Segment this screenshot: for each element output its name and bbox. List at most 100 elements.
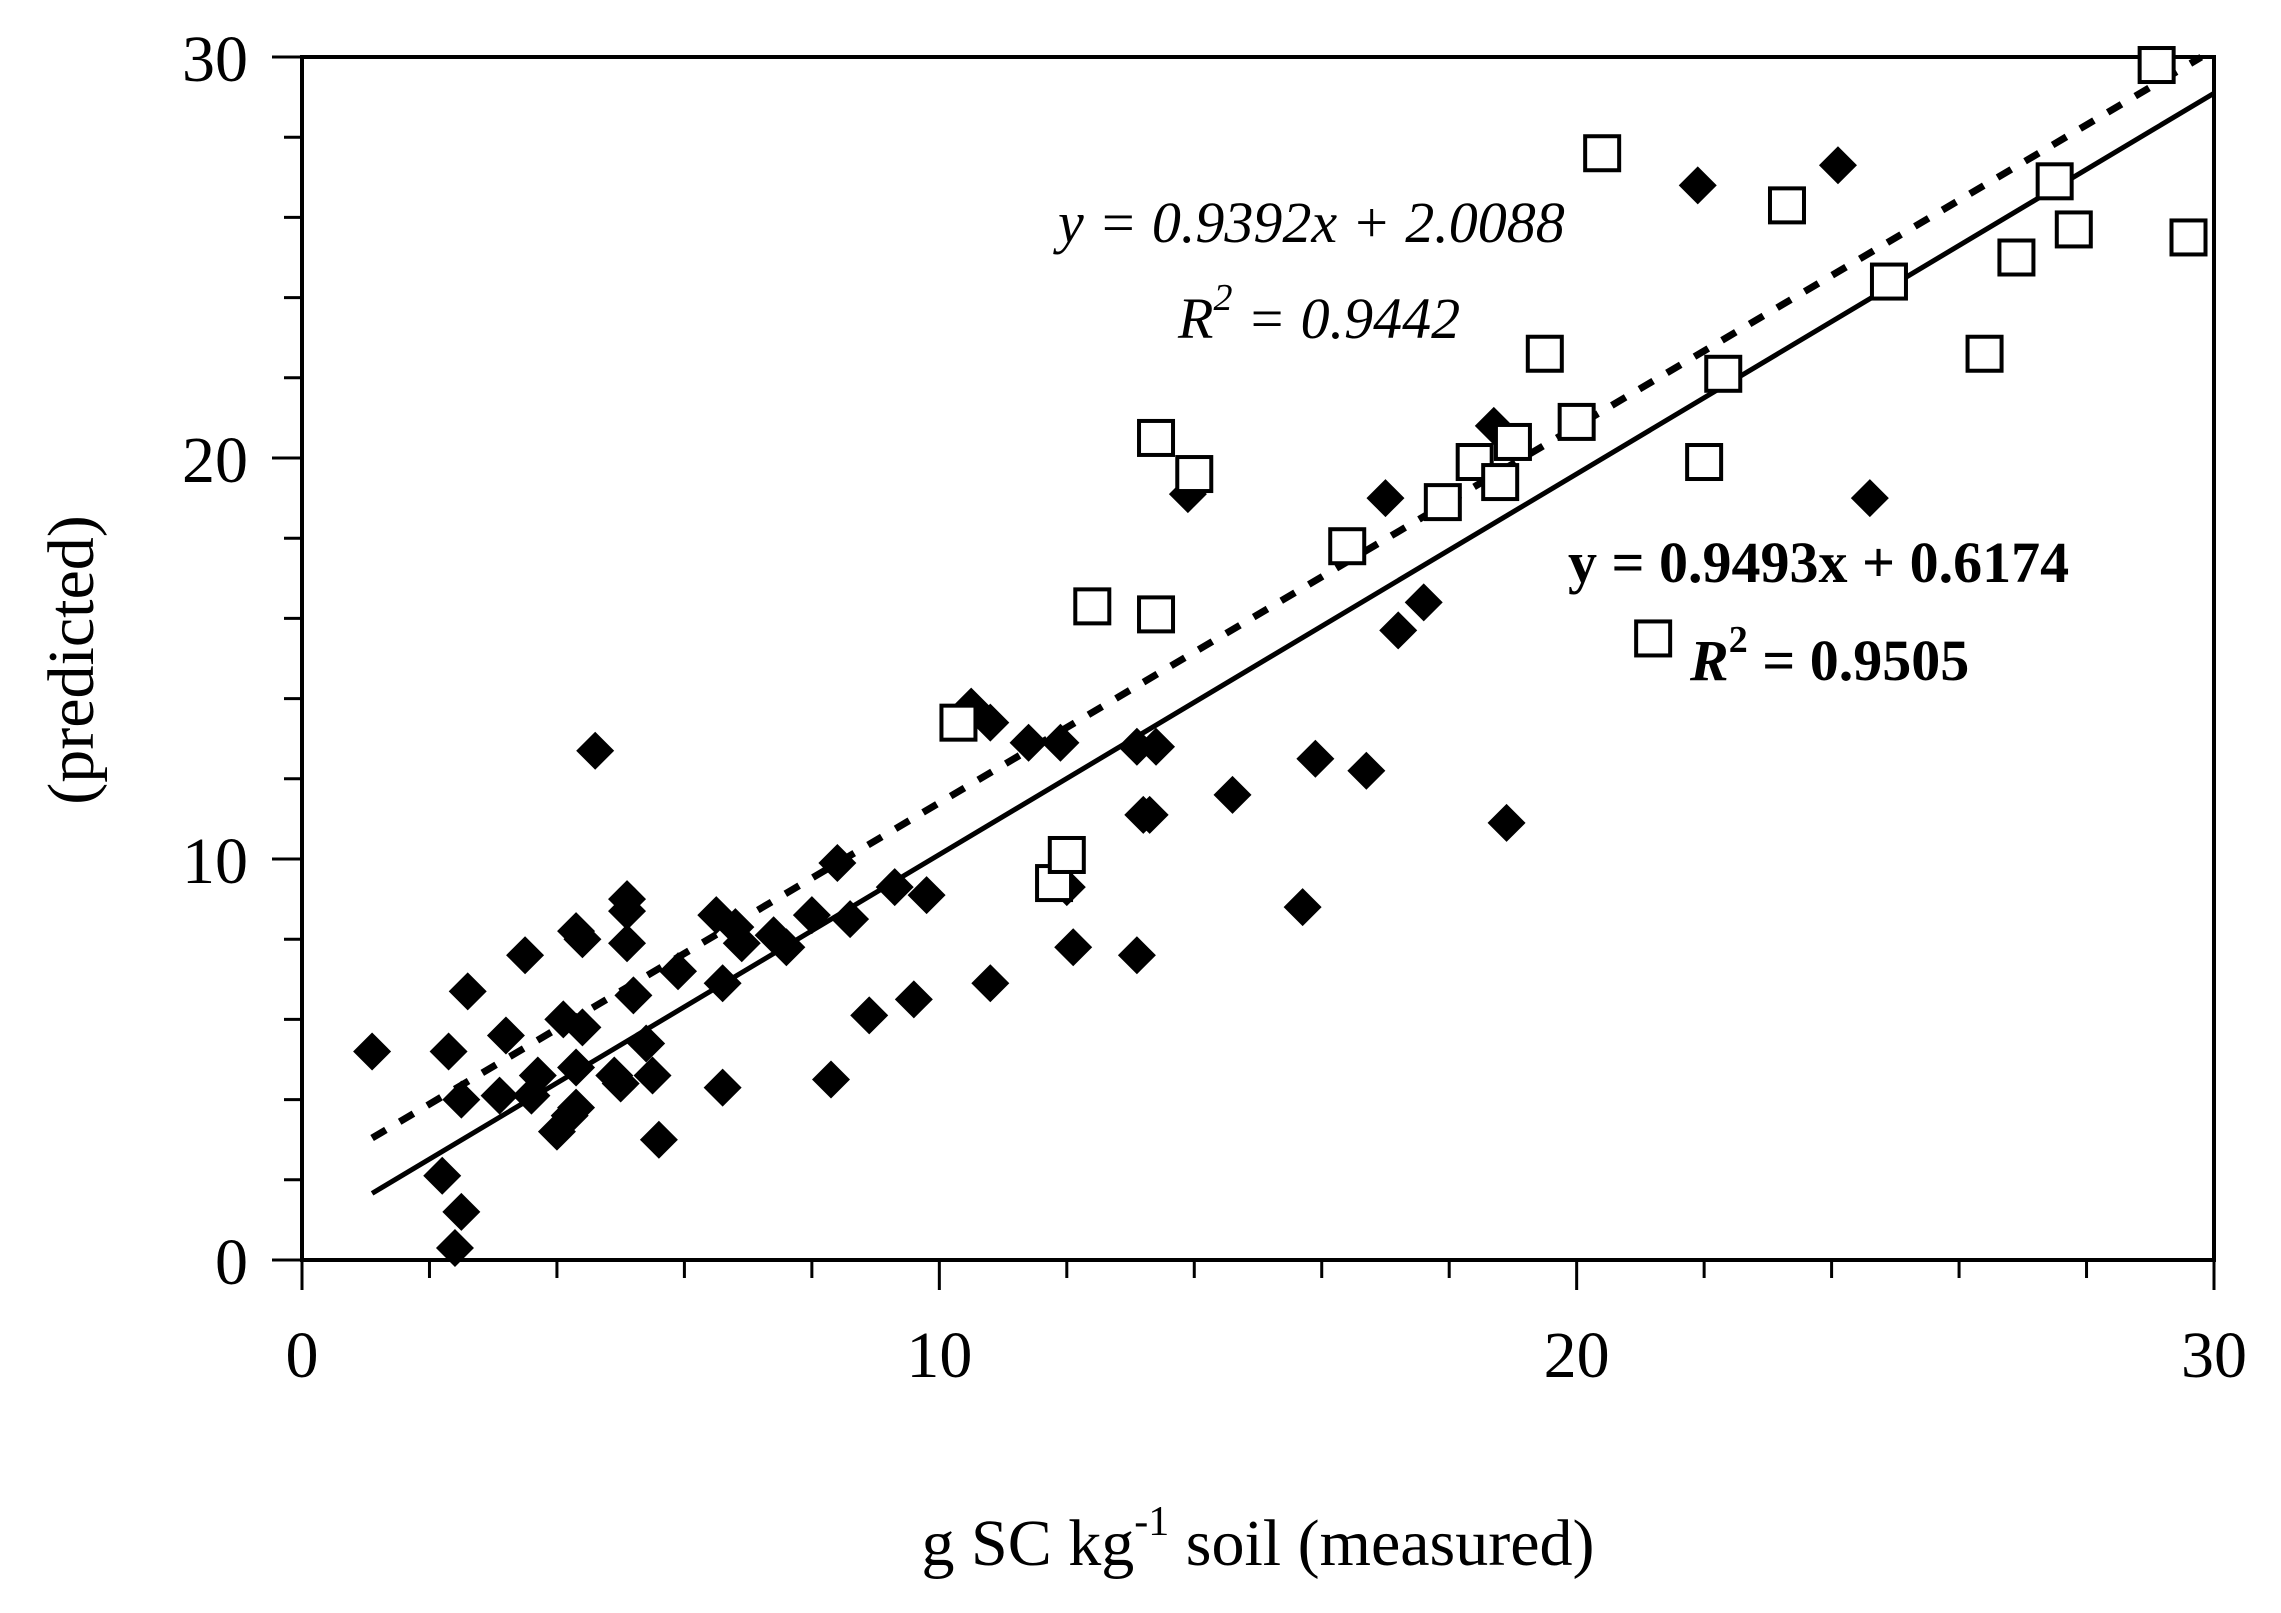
- diamond-point: [703, 1068, 742, 1107]
- square-point: [1704, 354, 1743, 393]
- diamond-point: [639, 1120, 678, 1159]
- dashed-fit-r-squared: R2 = 0.9442: [1177, 277, 1460, 351]
- square-point: [1525, 334, 1564, 373]
- diamond-point: [608, 880, 647, 919]
- diamond-point: [448, 972, 487, 1011]
- diamond-point: [480, 1076, 519, 1115]
- square-point: [2035, 162, 2074, 201]
- diamond-point: [1283, 888, 1322, 927]
- diamond-point: [907, 876, 946, 915]
- square-point: [1137, 418, 1176, 457]
- diamond-point: [506, 936, 545, 975]
- diamond-point: [442, 1192, 481, 1231]
- square-point: [1685, 443, 1724, 482]
- square-point: [1073, 587, 1112, 626]
- diamond-point: [614, 976, 653, 1015]
- diamond-point: [722, 924, 761, 963]
- square-point: [1583, 134, 1622, 173]
- square-point: [1965, 334, 2004, 373]
- square-point: [1175, 455, 1214, 494]
- diamond-point: [971, 964, 1010, 1003]
- diamond-point: [1678, 166, 1717, 205]
- diamond-point: [1296, 739, 1335, 778]
- square-point: [2169, 218, 2208, 257]
- diamond-point: [576, 731, 615, 770]
- diamond-point: [429, 1032, 468, 1071]
- dashed-fit-equation: y = 0.9392x + 2.0088: [1053, 190, 1565, 255]
- y-tick-label: 0: [215, 1226, 248, 1299]
- square-point: [1455, 443, 1494, 482]
- diamond-point: [486, 1016, 525, 1055]
- data-points: [353, 46, 2208, 1267]
- diamond-point: [831, 900, 870, 939]
- diamond-point: [563, 1008, 602, 1047]
- diamond-point: [423, 1156, 462, 1195]
- diamond-point: [1117, 936, 1156, 975]
- diamond-point: [875, 868, 914, 907]
- square-point: [1481, 463, 1520, 502]
- diamond-point: [811, 1060, 850, 1099]
- diamond-point: [1137, 727, 1176, 766]
- axis-ticks: [272, 55, 2216, 1290]
- square-point: [1423, 483, 1462, 522]
- diamond-point: [518, 1056, 557, 1095]
- diamond-point: [659, 952, 698, 991]
- diamond-point: [608, 924, 647, 963]
- square-point: [1047, 835, 1086, 874]
- diamond-point: [627, 1024, 666, 1063]
- diamond-point: [353, 1032, 392, 1071]
- y-axis-title: (predicted): [35, 515, 108, 805]
- diamond-point: [850, 996, 889, 1035]
- diamond-point: [1054, 928, 1093, 967]
- diamond-point: [767, 928, 806, 967]
- diamond-point: [1850, 479, 1889, 518]
- solid-fit-equation: y = 0.9493x + 0.6174: [1568, 530, 2069, 595]
- diamond-point: [557, 1048, 596, 1087]
- diamond-point: [1818, 146, 1857, 185]
- diamond-point: [557, 1088, 596, 1127]
- diamond-point: [792, 896, 831, 935]
- y-tick-label: 10: [182, 825, 248, 898]
- diamond-point: [971, 703, 1010, 742]
- square-point: [1869, 262, 1908, 301]
- x-tick-label: 10: [906, 1319, 972, 1392]
- square-point: [1634, 619, 1673, 658]
- diamond-point: [1041, 723, 1080, 762]
- diamond-point: [633, 1056, 672, 1095]
- diamond-point: [1404, 583, 1443, 622]
- axis-tick-labels: 0 10 20 30 0 10 20 30: [182, 23, 2247, 1392]
- square-point: [2137, 46, 2176, 85]
- square-point: [1767, 186, 1806, 225]
- diamond-point: [1347, 751, 1386, 790]
- plot-area-frame: [300, 55, 2216, 1262]
- square-point: [2054, 210, 2093, 249]
- x-tick-label: 0: [286, 1319, 319, 1392]
- diamond-point: [703, 964, 742, 1003]
- diamond-point: [1117, 727, 1156, 766]
- square-point: [1328, 527, 1367, 566]
- diamond-point: [442, 1080, 481, 1119]
- diamond-point: [818, 844, 857, 883]
- x-tick-label: 30: [2181, 1319, 2247, 1392]
- square-point: [1997, 238, 2036, 277]
- diamond-point: [1130, 795, 1169, 834]
- diamond-point: [435, 1228, 474, 1267]
- x-tick-label: 20: [1544, 1319, 1610, 1392]
- solid-fit-r-squared: R2 = 0.9505: [1689, 619, 1969, 693]
- diamond-point: [563, 920, 602, 959]
- diamond-point: [1366, 479, 1405, 518]
- diamond-point: [1379, 611, 1418, 650]
- y-tick-label: 30: [182, 23, 248, 96]
- diamond-point: [601, 1064, 640, 1103]
- y-tick-label: 20: [182, 424, 248, 497]
- diamond-point: [1213, 775, 1252, 814]
- square-point: [939, 703, 978, 742]
- x-axis-title: g SC kg-1 soil (measured): [922, 1499, 1595, 1580]
- square-point: [1493, 422, 1532, 461]
- diamond-point: [1009, 723, 1048, 762]
- diamond-point: [894, 980, 933, 1019]
- diamond-point: [1487, 803, 1526, 842]
- square-point: [1137, 595, 1176, 634]
- square-point: [1557, 402, 1596, 441]
